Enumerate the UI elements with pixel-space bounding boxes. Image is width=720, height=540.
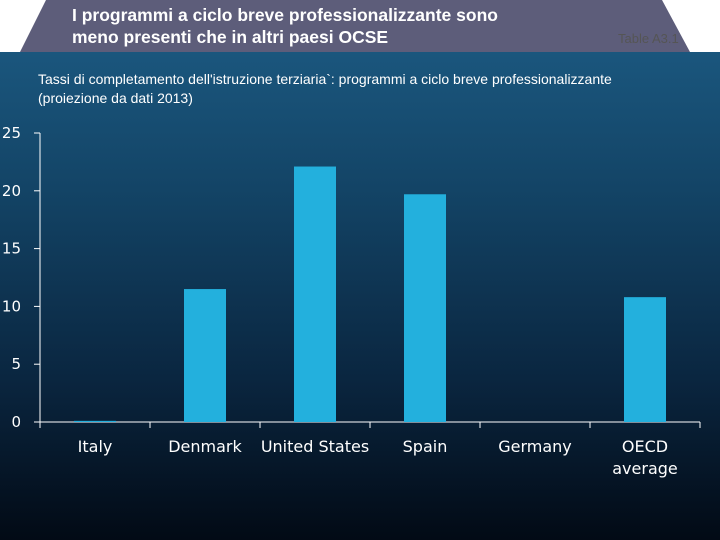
slide-title-line-1: I programmi a ciclo breve professionaliz… (72, 5, 498, 25)
bar-italy (74, 420, 116, 422)
x-category-label: Italy (78, 437, 113, 456)
y-tick-label: 20 (2, 182, 21, 200)
chart-title-line-2: (proiezione da dati 2013) (38, 90, 193, 106)
slide-title-line-2: meno presenti che in altri paesi OCSE (72, 27, 389, 47)
bar-united-states (294, 166, 336, 422)
chart-title-line-1: Tassi di completamento dell'istruzione t… (38, 71, 612, 87)
x-category-label: Germany (498, 437, 572, 456)
x-category-label: OECD (622, 437, 668, 456)
x-category-label: Denmark (168, 437, 242, 456)
y-tick-label: 0 (11, 413, 21, 431)
title-band (20, 0, 690, 52)
chart-title: Tassi di completamento dell'istruzione t… (38, 70, 708, 108)
bar-spain (404, 194, 446, 422)
bar-denmark (184, 289, 226, 422)
header: I programmi a ciclo breve professionaliz… (0, 0, 720, 52)
x-category-label: Spain (403, 437, 448, 456)
y-tick-label: 15 (2, 240, 21, 258)
x-category-label: United States (261, 437, 369, 456)
bar-oecd-average (624, 297, 666, 422)
x-category-label: average (612, 459, 678, 478)
slide-title: I programmi a ciclo breve professionaliz… (72, 4, 592, 48)
y-tick-label: 10 (2, 297, 21, 315)
y-tick-label: 25 (2, 124, 21, 142)
table-reference: Table A3.1 (618, 31, 679, 46)
y-tick-label: 5 (11, 355, 21, 373)
